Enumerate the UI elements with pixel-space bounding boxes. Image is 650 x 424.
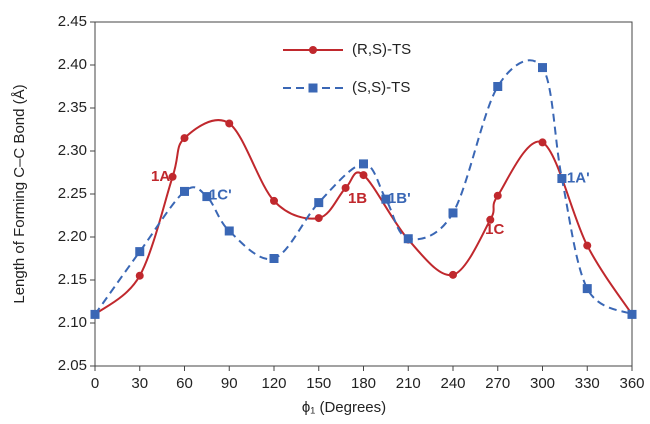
marker [449, 270, 457, 279]
marker [224, 226, 234, 236]
marker [538, 63, 547, 73]
marker [314, 198, 324, 208]
x-tick-label: 360 [619, 375, 644, 392]
legend-label: (S,S)-TS [352, 79, 410, 96]
marker [90, 309, 100, 319]
marker [135, 247, 145, 257]
annotation: 1A' [567, 169, 590, 186]
x-tick-label: 150 [306, 375, 331, 392]
marker [538, 138, 547, 147]
marker [270, 196, 278, 205]
x-tick-label: 300 [530, 375, 555, 392]
y-tick-label: 2.20 [58, 228, 87, 245]
marker [493, 191, 502, 200]
marker [135, 271, 144, 280]
y-tick-label: 2.15 [58, 271, 87, 288]
y-tick-label: 2.05 [58, 357, 87, 374]
marker [627, 309, 637, 319]
y-tick-label: 2.35 [58, 99, 87, 116]
y-tick-label: 2.45 [58, 13, 87, 30]
marker [493, 82, 503, 91]
x-tick-label: 120 [261, 375, 286, 392]
legend-label: (R,S)-TS [352, 41, 411, 58]
marker [359, 171, 368, 180]
marker [583, 241, 592, 250]
x-tick-label: 240 [440, 375, 465, 392]
x-tick-label: 210 [396, 375, 421, 392]
x-tick-label: 330 [575, 375, 600, 392]
marker [486, 215, 495, 224]
marker [168, 172, 177, 181]
series-line [94, 119, 633, 316]
legend-marker [308, 83, 318, 93]
marker [557, 174, 567, 184]
x-tick-label: 180 [351, 375, 376, 392]
annotation: 1B [348, 190, 367, 207]
marker [359, 159, 368, 169]
marker [180, 186, 189, 196]
x-axis-title: ϕ₁ (Degrees) [302, 399, 386, 416]
marker [582, 284, 592, 294]
series-line [94, 59, 633, 316]
y-tick-label: 2.40 [58, 56, 87, 73]
annotation: 1B' [388, 190, 411, 207]
x-tick-label: 60 [176, 375, 193, 392]
marker [180, 134, 189, 143]
marker [225, 119, 234, 128]
legend-marker [309, 46, 317, 54]
marker [341, 183, 350, 192]
y-axis-title: Length of Forming C–C Bond (Å) [11, 84, 28, 303]
x-tick-label: 30 [131, 375, 148, 392]
annotation: 1C' [209, 187, 232, 204]
x-tick-label: 270 [485, 375, 510, 392]
marker [202, 192, 212, 202]
marker [381, 194, 391, 204]
x-tick-label: 0 [91, 375, 99, 392]
annotation: 1C [485, 221, 504, 238]
x-tick-label: 90 [221, 375, 238, 392]
marker [314, 214, 323, 223]
marker [403, 234, 413, 244]
y-tick-label: 2.25 [58, 185, 87, 202]
marker [269, 254, 279, 263]
marker [448, 208, 458, 218]
annotation: 1A [151, 168, 170, 185]
y-tick-label: 2.30 [58, 142, 87, 159]
y-tick-label: 2.10 [58, 314, 87, 331]
